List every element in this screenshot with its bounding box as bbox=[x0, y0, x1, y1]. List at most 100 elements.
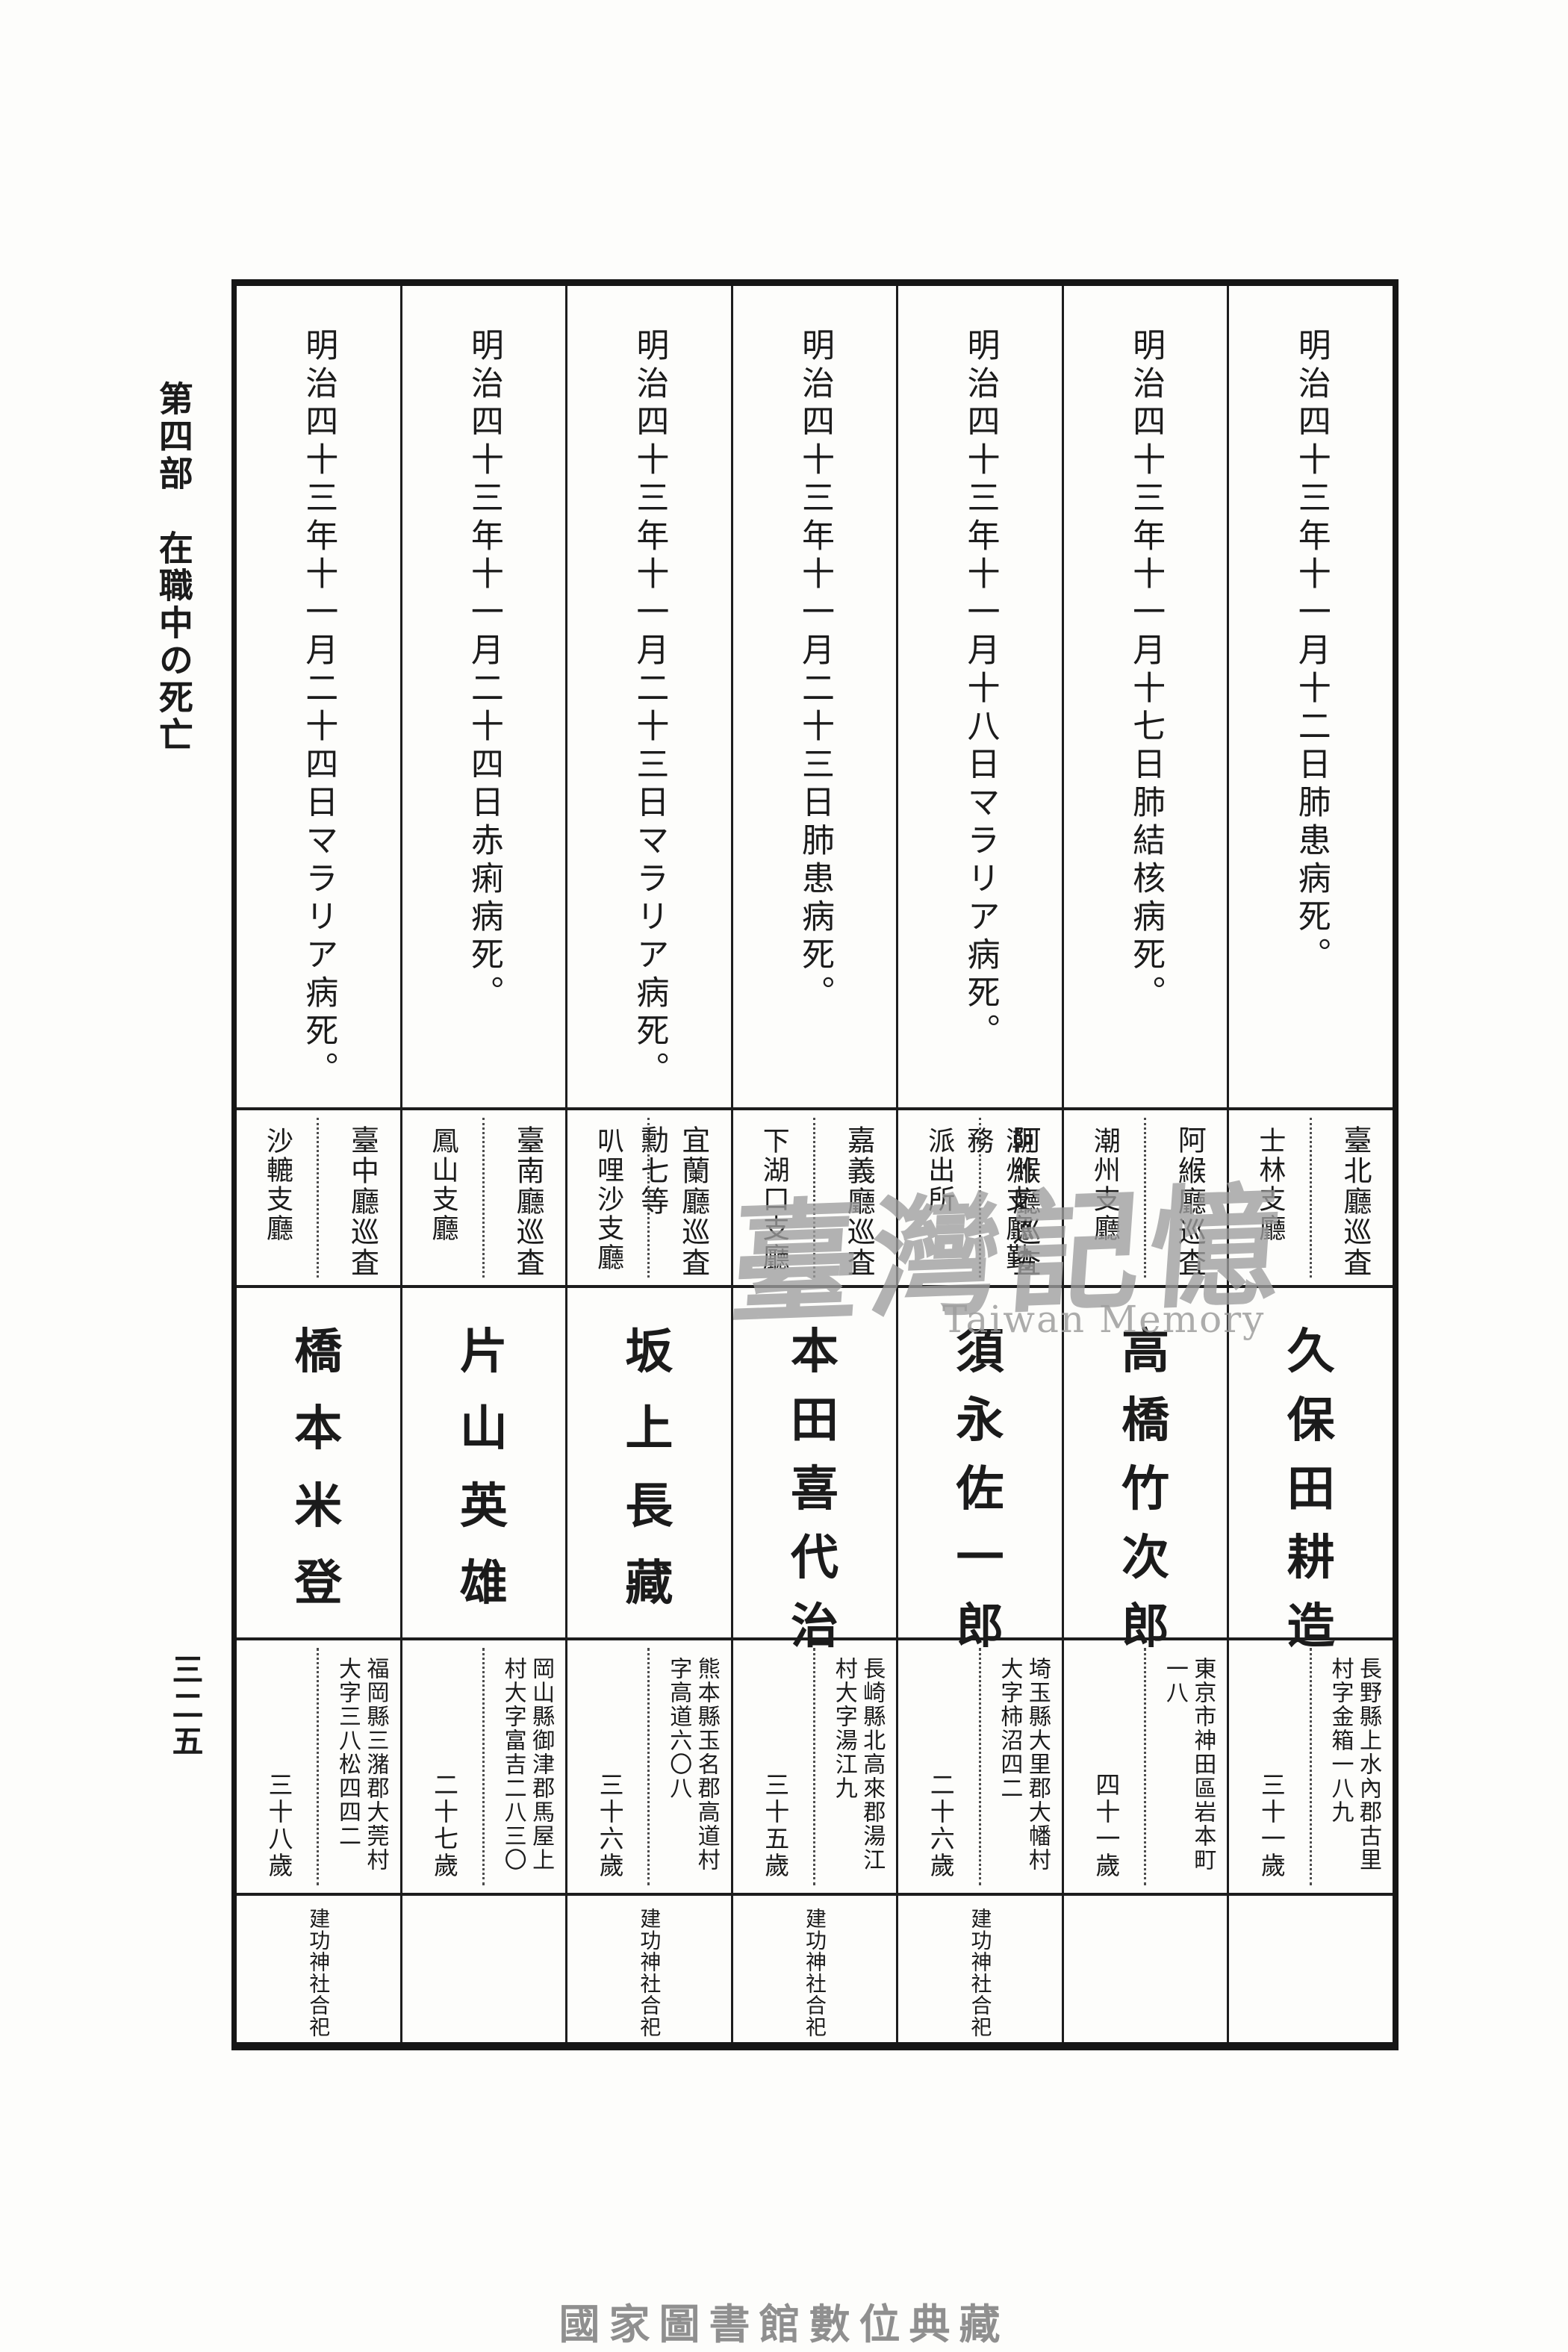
address-text: 長崎縣北高來郡湯江 村大字湯江九 bbox=[830, 1657, 886, 1872]
person-name: 須永佐一郎 bbox=[956, 1324, 1004, 1655]
rank-text: 臺北廳巡査 bbox=[1339, 1125, 1372, 1278]
shrine-text: 建功神社合祀 bbox=[802, 1908, 827, 2038]
posting-cell: 宜蘭廳巡査 勳七等 叭哩沙支廳 bbox=[567, 1107, 731, 1285]
person-column: 明治四十三年十一月二十三日マラリア病死。 宜蘭廳巡査 勳七等 叭哩沙支廳 坂上長藏… bbox=[565, 286, 731, 2042]
address-text: 長野縣上水內郡古里 村字金箱一八九 bbox=[1327, 1657, 1382, 1872]
person-column: 明治四十三年十一月十八日マラリア病死。 阿緱廳巡査 潮州支廳勤務 派出所 須永佐一… bbox=[896, 286, 1062, 2042]
posting-cell: 臺中廳巡査 沙轆支廳 bbox=[236, 1107, 400, 1285]
death-date-text: 明治四十三年十一月二十四日赤痢病死。 bbox=[464, 328, 503, 1013]
death-date-text: 明治四十三年十一月二十三日肺患病死。 bbox=[795, 328, 834, 1013]
address-text: 東京市神田區岩本町 一八 bbox=[1161, 1657, 1216, 1872]
address-cell: 東京市神田區岩本町 一八 四十一歲 bbox=[1063, 1637, 1228, 1893]
dotted-divider bbox=[647, 1118, 650, 1278]
address-text: 岡山縣御津郡馬屋上 村大字富吉二八三〇 bbox=[500, 1657, 555, 1872]
address-text: 埼玉縣大里郡大幡村 大字柿沼四二 bbox=[996, 1657, 1051, 1872]
shrine-cell: 建功神社合祀 bbox=[236, 1893, 400, 2042]
dotted-divider bbox=[1309, 1648, 1312, 1885]
rank-text: 阿緱廳巡査 bbox=[1173, 1125, 1207, 1278]
dotted-divider bbox=[482, 1118, 485, 1278]
death-date-text: 明治四十三年十一月二十三日マラリア病死。 bbox=[630, 328, 669, 1089]
name-cell: 高橋竹次郎 bbox=[1063, 1285, 1228, 1655]
address-text: 福岡縣三潴郡大莞村 大字三八松四四二 bbox=[335, 1657, 389, 1872]
posting-cell: 阿緱廳巡査 潮州支廳勤務 派出所 bbox=[898, 1107, 1062, 1285]
station-text: 鳳山支廳 bbox=[427, 1127, 458, 1243]
address-cell: 熊本縣玉名郡高道村 字高道六〇八 三十六歲 bbox=[567, 1637, 731, 1893]
person-name: 高橋竹次郎 bbox=[1121, 1324, 1170, 1655]
age-text: 三十一歲 bbox=[1257, 1772, 1287, 1879]
person-column: 明治四十三年十一月二十四日赤痢病死。 臺南廳巡査 鳳山支廳 片山英雄 岡山縣御津… bbox=[399, 286, 566, 2042]
address-cell: 長野縣上水內郡古里 村字金箱一八九 三十一歲 bbox=[1229, 1637, 1393, 1893]
rank-text: 阿緱廳巡査 bbox=[1007, 1125, 1041, 1278]
name-cell: 須永佐一郎 bbox=[898, 1285, 1062, 1655]
dotted-divider bbox=[317, 1118, 320, 1278]
rank-text: 嘉義廳巡査 bbox=[842, 1125, 876, 1278]
person-name: 片山英雄 bbox=[459, 1324, 508, 1611]
death-date-cell: 明治四十三年十一月十七日肺結核病死。 bbox=[1064, 286, 1228, 1107]
death-date-cell: 明治四十三年十一月二十四日マラリア病死。 bbox=[237, 286, 400, 1107]
rank-text: 臺南廳巡査 bbox=[511, 1125, 545, 1278]
age-text: 三十八歲 bbox=[264, 1772, 293, 1879]
death-date-cell: 明治四十三年十一月十二日肺患病死。 bbox=[1229, 286, 1393, 1107]
name-cell: 本田喜代治 bbox=[732, 1285, 897, 1655]
library-footer-caption: 國家圖書館數位典藏 bbox=[559, 2300, 1009, 2348]
shrine-cell: 建功神社合祀 bbox=[732, 1893, 897, 2042]
death-date-cell: 明治四十三年十一月二十三日マラリア病死。 bbox=[567, 286, 731, 1107]
address-cell: 埼玉縣大里郡大幡村 大字柿沼四二 二十六歲 bbox=[898, 1637, 1062, 1893]
rank-text: 宜蘭廳巡査 勳七等 bbox=[635, 1125, 710, 1278]
name-cell: 久保田耕造 bbox=[1229, 1285, 1393, 1655]
name-cell: 片山英雄 bbox=[402, 1285, 566, 1637]
death-date-cell: 明治四十三年十一月二十三日肺患病死。 bbox=[733, 286, 897, 1107]
shrine-text: 建功神社合祀 bbox=[306, 1908, 332, 2038]
shrine-text: 建功神社合祀 bbox=[968, 1908, 993, 2038]
rank-text: 臺中廳巡査 bbox=[346, 1125, 379, 1278]
person-name: 本田喜代治 bbox=[790, 1324, 839, 1655]
station-text: 叭哩沙支廳 bbox=[593, 1127, 624, 1272]
person-name: 久保田耕造 bbox=[1287, 1324, 1335, 1655]
address-cell: 岡山縣御津郡馬屋上 村大字富吉二八三〇 二十七歲 bbox=[402, 1637, 566, 1893]
posting-cell: 臺北廳巡査 士林支廳 bbox=[1229, 1107, 1393, 1285]
posting-cell: 阿緱廳巡査 潮州支廳 bbox=[1063, 1107, 1228, 1285]
dotted-divider bbox=[1144, 1648, 1147, 1885]
station-text: 沙轆支廳 bbox=[261, 1127, 293, 1243]
station-text: 士林支廳 bbox=[1254, 1127, 1286, 1243]
dotted-divider bbox=[812, 1648, 815, 1885]
death-date-text: 明治四十三年十一月十七日肺結核病死。 bbox=[1127, 328, 1166, 1013]
age-text: 二十七歲 bbox=[429, 1772, 459, 1879]
posting-cell: 臺南廳巡査 鳳山支廳 bbox=[402, 1107, 566, 1285]
address-text: 熊本縣玉名郡高道村 字高道六〇八 bbox=[665, 1657, 720, 1872]
shrine-text: 建功神社合祀 bbox=[637, 1908, 662, 2038]
age-text: 二十六歲 bbox=[926, 1772, 956, 1879]
death-date-cell: 明治四十三年十一月二十四日赤痢病死。 bbox=[402, 286, 566, 1107]
age-text: 三十五歲 bbox=[760, 1772, 790, 1879]
address-cell: 福岡縣三潴郡大莞村 大字三八松四四二 三十八歲 bbox=[236, 1637, 400, 1893]
death-date-cell: 明治四十三年十一月十八日マラリア病死。 bbox=[898, 286, 1062, 1107]
dotted-divider bbox=[317, 1648, 320, 1885]
shrine-cell: 建功神社合祀 bbox=[898, 1893, 1062, 2042]
dotted-divider bbox=[978, 1118, 981, 1278]
shrine-cell bbox=[402, 1893, 566, 2042]
shrine-cell: 建功神社合祀 bbox=[567, 1893, 731, 2042]
death-date-text: 明治四十三年十一月十二日肺患病死。 bbox=[1292, 328, 1331, 975]
person-name: 橋本米登 bbox=[294, 1324, 343, 1611]
shrine-cell bbox=[1229, 1893, 1393, 2042]
person-name: 坂上長藏 bbox=[625, 1324, 673, 1611]
address-cell: 長崎縣北高來郡湯江 村大字湯江九 三十五歲 bbox=[732, 1637, 897, 1893]
dotted-divider bbox=[812, 1118, 815, 1278]
page-number: 三二五 bbox=[167, 1653, 204, 1761]
name-cell: 坂上長藏 bbox=[567, 1285, 731, 1637]
dotted-divider bbox=[1309, 1118, 1312, 1278]
dotted-divider bbox=[482, 1648, 485, 1885]
death-date-text: 明治四十三年十一月二十四日マラリア病死。 bbox=[299, 328, 338, 1089]
station-text: 潮州支廳勤務 派出所 bbox=[924, 1127, 1033, 1272]
station-text: 潮州支廳 bbox=[1089, 1127, 1120, 1243]
posting-cell: 嘉義廳巡査 下湖口支廳 bbox=[732, 1107, 897, 1285]
death-date-text: 明治四十三年十一月十八日マラリア病死。 bbox=[961, 328, 1000, 1051]
age-text: 四十一歲 bbox=[1091, 1772, 1121, 1879]
person-column: 明治四十三年十一月十二日肺患病死。 臺北廳巡査 士林支廳 久保田耕造 長野縣上水… bbox=[1227, 286, 1393, 2042]
name-cell: 橋本米登 bbox=[236, 1285, 400, 1637]
section-header: 第四部 在職中の死亡 bbox=[153, 381, 194, 754]
death-register-table: 明治四十三年十一月十二日肺患病死。 臺北廳巡査 士林支廳 久保田耕造 長野縣上水… bbox=[231, 279, 1399, 2050]
age-text: 三十六歲 bbox=[595, 1772, 625, 1879]
dotted-divider bbox=[1144, 1118, 1147, 1278]
